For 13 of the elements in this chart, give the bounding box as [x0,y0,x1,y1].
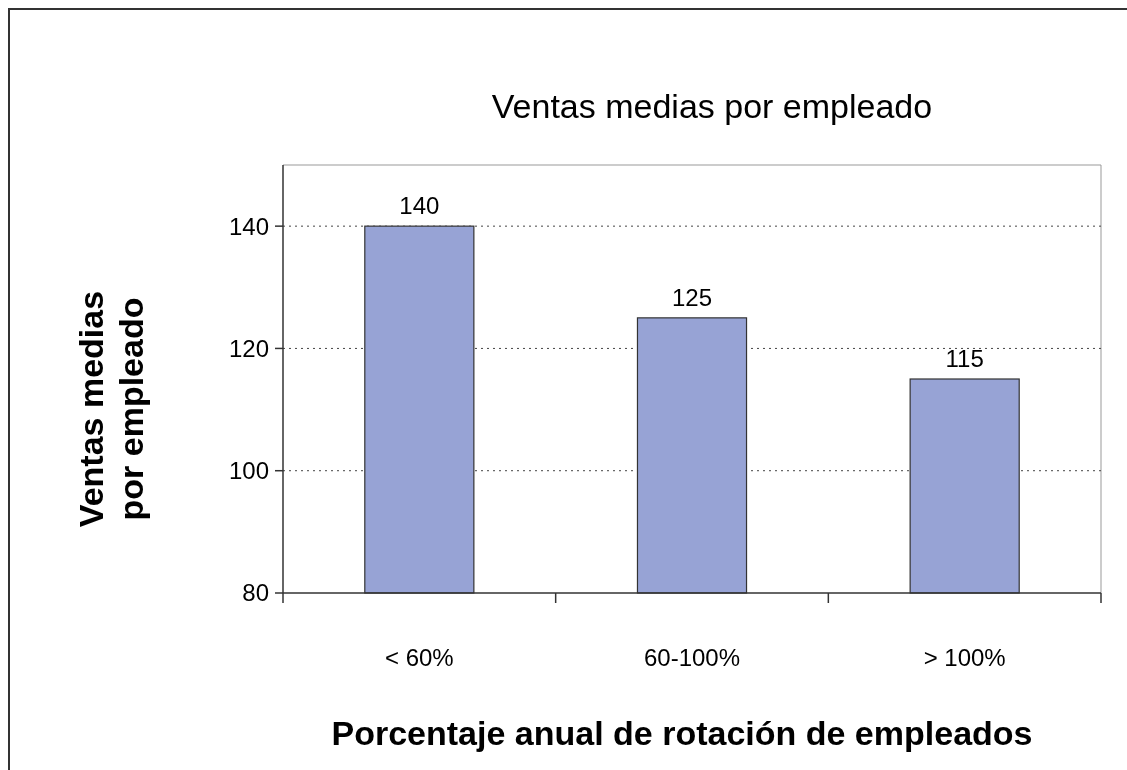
chart-title: Ventas medias por empleado [491,87,933,125]
x-tick-label: < 60% [384,644,454,671]
data-label: 115 [945,345,984,372]
y-axis-title: Ventas medias por empleado [72,290,150,528]
y-tick-label: 100 [228,457,269,485]
y-tick-label: 140 [228,212,269,240]
data-label: 125 [671,283,713,311]
y-tick-label: 120 [228,334,269,362]
x-tick-label: > 100% [923,644,1006,671]
x-axis-title: Porcentaje anual de rotación de empleados [331,714,1033,752]
x-tick-label: 60-100% [643,644,741,671]
y-tick-label: 80 [242,579,269,607]
data-label: 140 [399,192,440,220]
